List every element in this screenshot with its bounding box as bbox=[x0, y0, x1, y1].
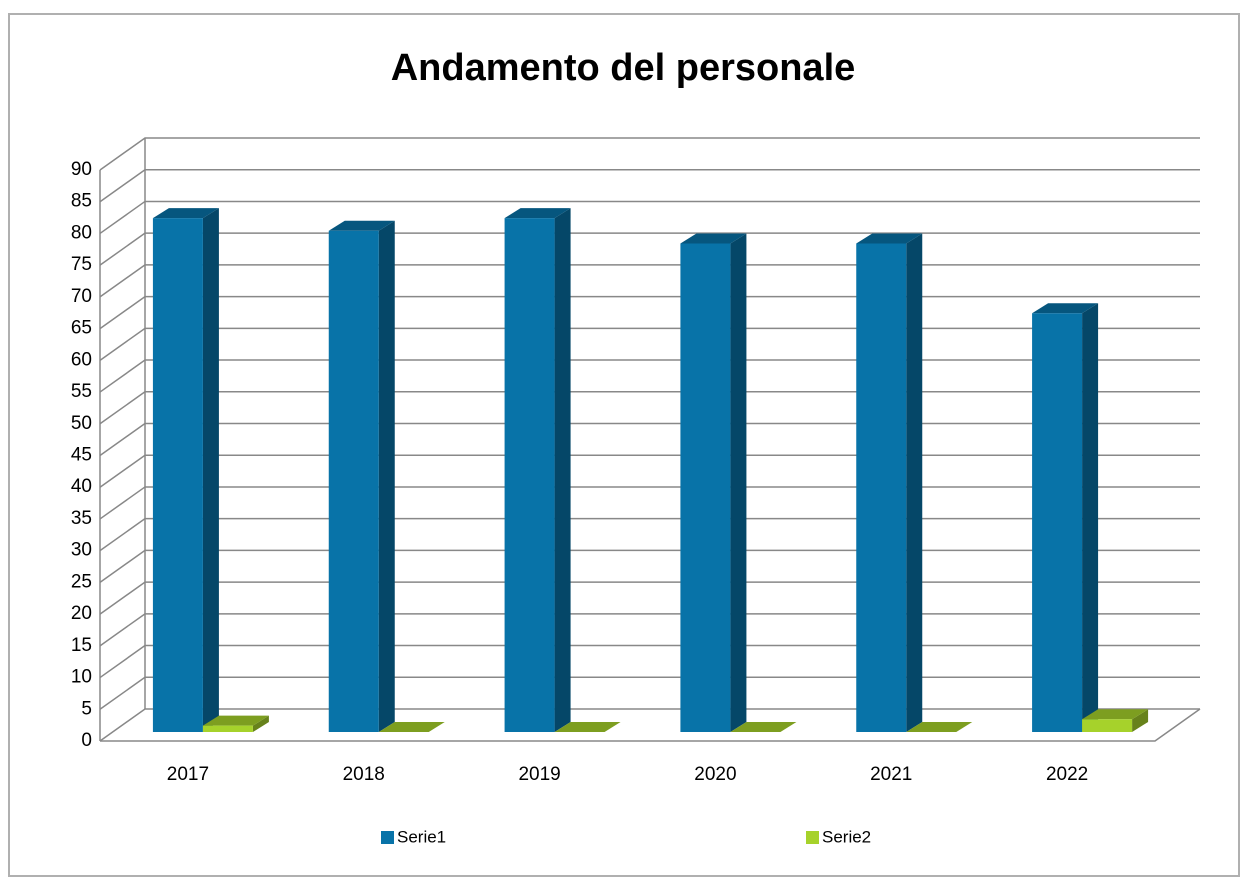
bar bbox=[378, 722, 445, 732]
bar-front bbox=[680, 243, 731, 732]
bar bbox=[1032, 303, 1099, 732]
bar bbox=[504, 208, 571, 733]
bar-side bbox=[730, 233, 747, 732]
bar bbox=[1082, 709, 1149, 732]
y-tick-label: 40 bbox=[71, 476, 92, 497]
bar-top bbox=[906, 722, 973, 732]
bar bbox=[554, 722, 621, 732]
bar-top bbox=[554, 722, 621, 732]
y-tick-label: 20 bbox=[71, 603, 92, 624]
y-tick-label: 35 bbox=[71, 508, 92, 529]
bar bbox=[328, 220, 395, 733]
legend-label: Serie1 bbox=[397, 827, 446, 846]
bar-side bbox=[906, 233, 923, 732]
bar-front bbox=[504, 218, 555, 733]
bar-front bbox=[328, 230, 379, 733]
floor-edge bbox=[100, 708, 1201, 742]
x-tick-label: 2021 bbox=[870, 764, 912, 785]
y-tick-label: 90 bbox=[71, 159, 92, 180]
y-tick-label: 60 bbox=[71, 349, 92, 370]
bar-front bbox=[1032, 313, 1083, 732]
y-tick-label: 15 bbox=[71, 635, 92, 656]
bar-top bbox=[680, 233, 747, 244]
y-tick-label: 10 bbox=[71, 667, 92, 688]
legend-swatch bbox=[806, 831, 819, 844]
bar bbox=[906, 722, 973, 732]
bar bbox=[730, 722, 797, 732]
bar-top bbox=[152, 208, 219, 219]
bar-front bbox=[152, 218, 203, 733]
bar-top bbox=[1032, 303, 1099, 314]
x-tick-label: 2019 bbox=[518, 764, 560, 785]
bar bbox=[202, 715, 269, 732]
bar-top bbox=[504, 208, 571, 219]
bar-side bbox=[1132, 709, 1149, 732]
y-tick-label: 45 bbox=[71, 445, 92, 466]
bar-side bbox=[1082, 303, 1099, 732]
legend-label: Serie2 bbox=[822, 827, 871, 846]
y-tick-label: 65 bbox=[71, 318, 92, 339]
bar-front bbox=[1082, 719, 1133, 732]
y-tick-label: 50 bbox=[71, 413, 92, 434]
bar-front bbox=[202, 725, 253, 732]
x-tick-label: 2018 bbox=[343, 764, 385, 785]
bar-top bbox=[730, 722, 797, 732]
bar-top bbox=[328, 220, 395, 231]
y-tick-label: 75 bbox=[71, 254, 92, 275]
x-tick-label: 2020 bbox=[694, 764, 736, 785]
bar bbox=[152, 208, 219, 733]
bar-side bbox=[378, 220, 395, 733]
bar bbox=[856, 233, 923, 732]
bar-top bbox=[202, 715, 269, 726]
y-tick-label: 25 bbox=[71, 571, 92, 592]
y-tick-label: 5 bbox=[81, 698, 92, 719]
bar-front bbox=[856, 243, 907, 732]
y-tick-label: 70 bbox=[71, 286, 92, 307]
bar-side bbox=[252, 715, 269, 732]
bar-side bbox=[202, 208, 219, 733]
y-tick-label: 0 bbox=[81, 730, 92, 751]
bar-top bbox=[1082, 709, 1149, 720]
x-tick-label: 2022 bbox=[1046, 764, 1088, 785]
bar-side bbox=[554, 208, 571, 733]
y-tick-label: 80 bbox=[71, 222, 92, 243]
y-tick-label: 55 bbox=[71, 381, 92, 402]
y-tick-label: 85 bbox=[71, 191, 92, 212]
bar bbox=[680, 233, 747, 732]
chart-title: Andamento del personale bbox=[391, 47, 856, 89]
legend-swatch bbox=[381, 831, 394, 844]
bar-top bbox=[856, 233, 923, 244]
y-tick-label: 30 bbox=[71, 540, 92, 561]
bar-top bbox=[378, 722, 445, 732]
x-tick-label: 2017 bbox=[167, 764, 209, 785]
